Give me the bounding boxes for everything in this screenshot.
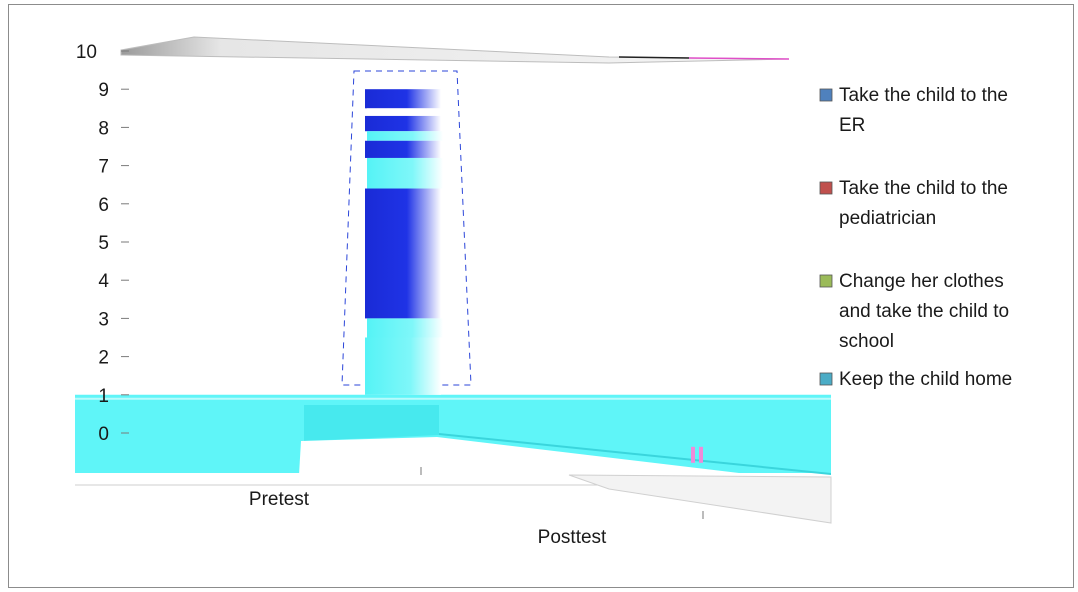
bar-posttest-pediatrician-2	[699, 446, 703, 463]
bar-pretest-er-segment	[365, 140, 441, 158]
x-category-label: Posttest	[538, 527, 607, 548]
bar-pretest-er-segment	[367, 108, 443, 116]
legend-label: Take the child to the	[839, 178, 1008, 199]
x-category-label: Pretest	[249, 489, 310, 510]
floor-slope	[439, 433, 831, 475]
legend-swatch	[819, 88, 833, 102]
legend-label: ER	[839, 115, 865, 136]
y-tick-label: 8	[98, 118, 109, 139]
floor-front-face	[304, 405, 439, 441]
legend-label: pediatrician	[839, 208, 936, 229]
legend-swatch	[819, 181, 833, 195]
top-edge-accent	[688, 57, 790, 60]
axes-layer: 0 1 2 3 4 5 6 7 8 910 Pretest Posttest	[76, 42, 704, 548]
y-tick-label: 6	[98, 195, 109, 216]
legend-label: and take the child to	[839, 301, 1009, 322]
y-tick-label: 3	[98, 309, 109, 330]
bars-layer	[75, 89, 832, 524]
top-edge-shadow	[618, 56, 690, 59]
legend-label: Take the child to the	[839, 85, 1008, 106]
y-tick-label: 2	[98, 348, 109, 369]
y-tick-label: 7	[98, 157, 109, 178]
bar-pretest-er-segment	[367, 318, 443, 338]
floor-gap	[299, 437, 739, 475]
chart-frame: 0 1 2 3 4 5 6 7 8 9 10 Pretest Posttest Take the chi…	[8, 4, 1074, 588]
floor-front-wedge	[568, 474, 832, 524]
legend: Take the child to the ER Take the child to…	[819, 85, 1012, 390]
y-tick-label: 5	[98, 233, 109, 254]
floor-highlight	[75, 397, 831, 400]
legend-swatch	[819, 372, 833, 386]
legend-label: Keep the child home	[839, 369, 1012, 390]
chart-decor	[120, 36, 790, 386]
legend-label: Change her clothes	[839, 271, 1004, 292]
bar-pretest-er-segment	[367, 157, 443, 189]
bar-pretest-er-segment	[365, 115, 441, 132]
y-tick-label: 4	[98, 271, 109, 292]
y-tick-label: 10	[76, 42, 97, 63]
legend-swatch	[819, 274, 833, 288]
bar-pretest-er-segment	[367, 131, 443, 141]
bar-posttest-pediatrician	[691, 446, 695, 463]
y-tick-label: 9	[98, 80, 109, 101]
floor-bar-keep-home	[75, 394, 831, 473]
y-tick-label: 0	[98, 424, 109, 445]
chart-svg: 0 1 2 3 4 5 6 7 8 910 Pretest Posttest Take the chi…	[75, 36, 1012, 548]
bar-pretest-er-segment	[365, 337, 441, 395]
legend-label: school	[839, 331, 894, 352]
y-tick-label: 1	[98, 386, 109, 407]
chart-top-wall	[120, 36, 790, 64]
bar-pretest-er-segment	[365, 89, 441, 109]
bar-pretest-er-segment	[365, 188, 441, 319]
